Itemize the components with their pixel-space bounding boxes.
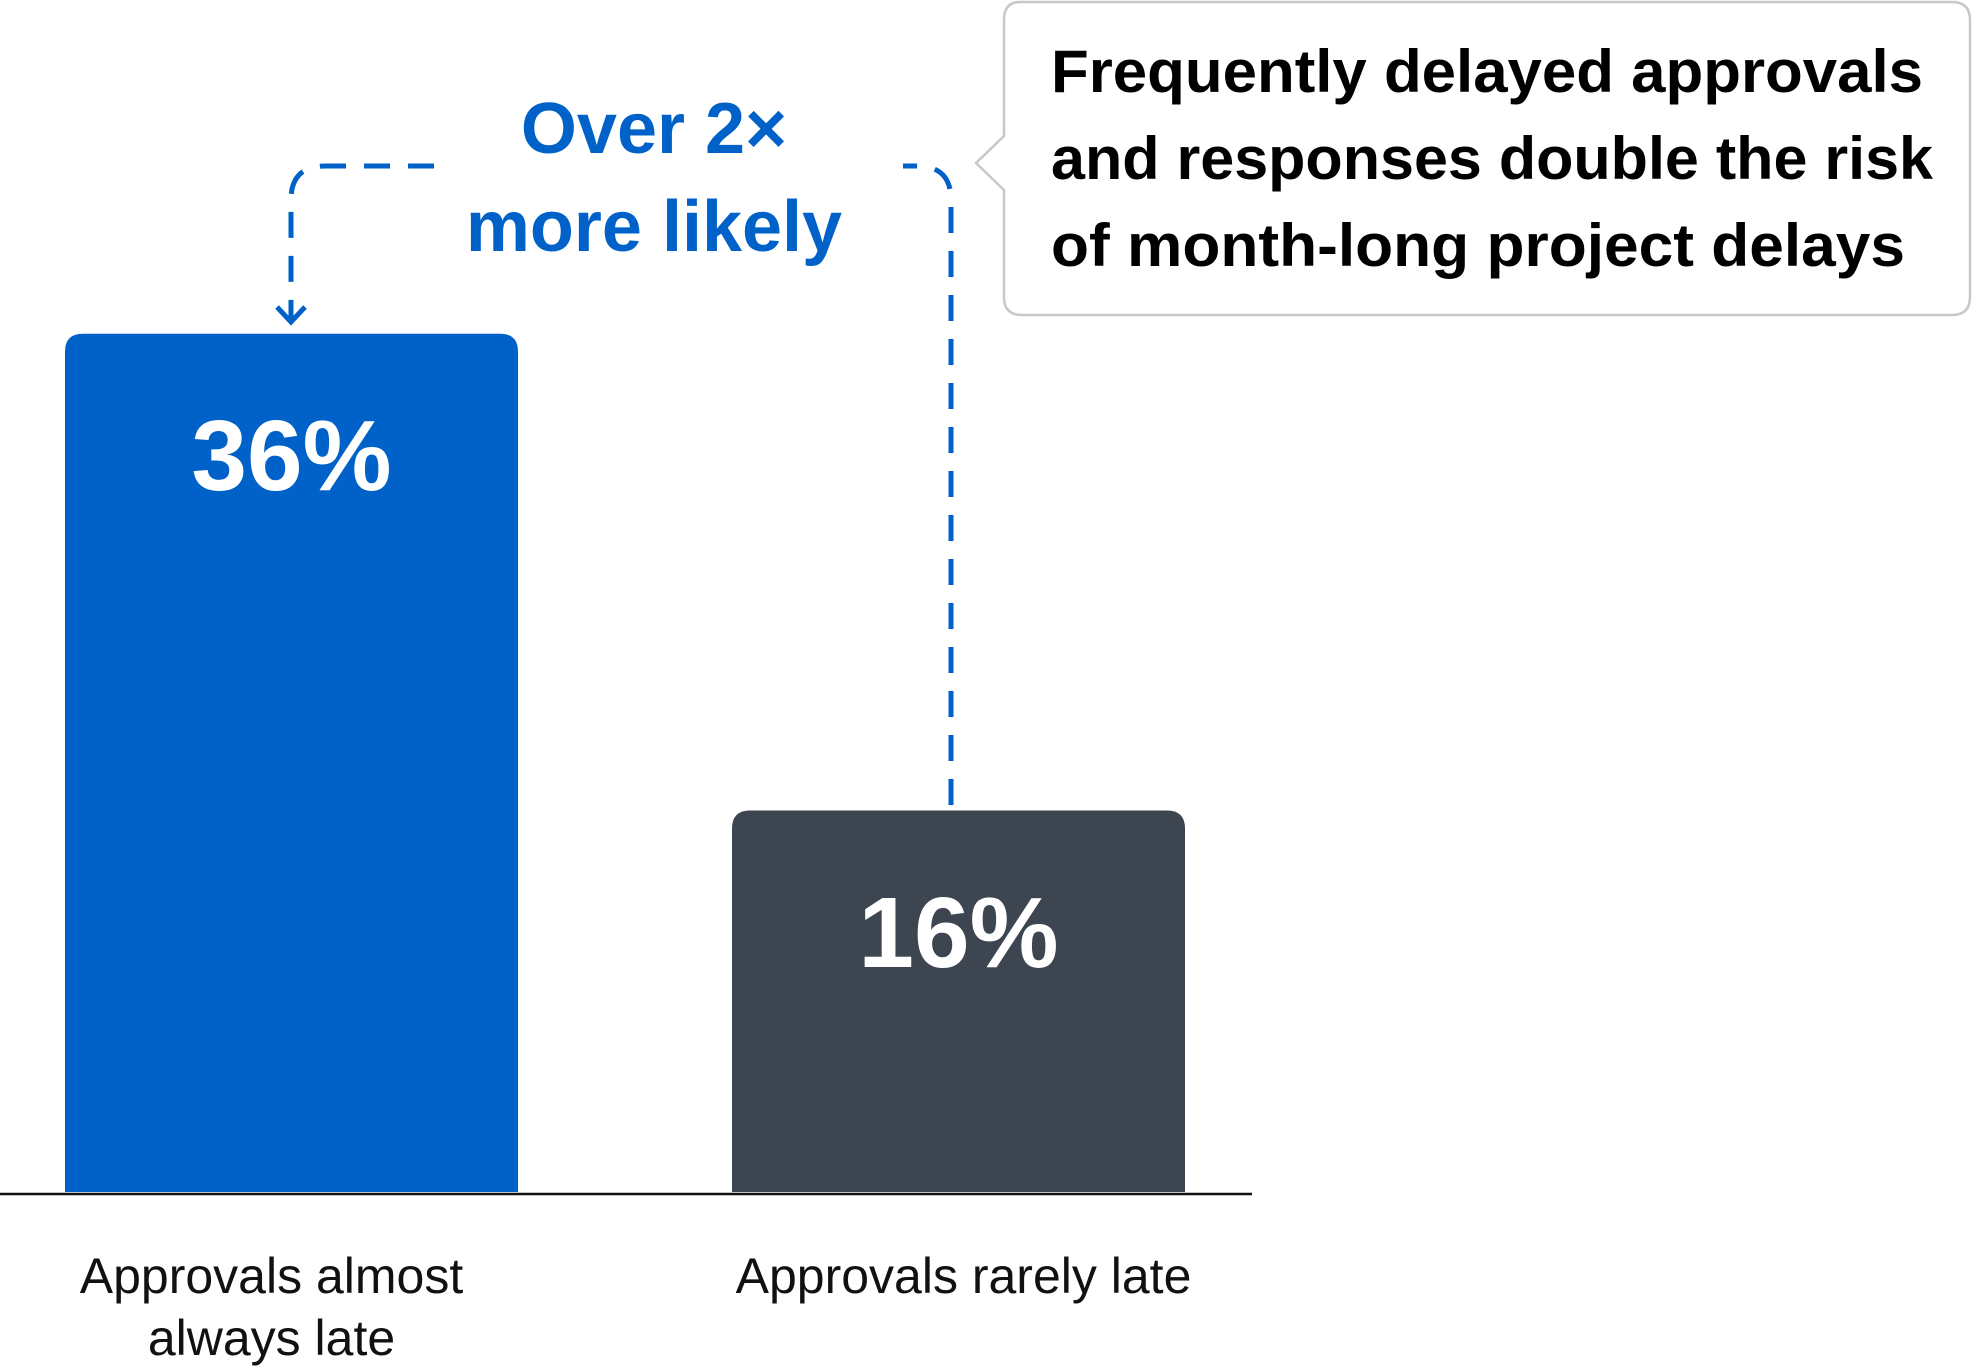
- annotation: more likely: [466, 187, 842, 267]
- bar: [65, 333, 518, 1192]
- callout-text: and responses double the risk: [1051, 125, 1934, 192]
- category-label: Approvals almost always late: [79, 1248, 464, 1366]
- bar: [732, 810, 1185, 1192]
- connector-right: [903, 163, 954, 805]
- value-label: 36%: [191, 400, 391, 512]
- callout-box: [974, 0, 1972, 317]
- annotation: Over 2×: [521, 89, 787, 169]
- callout-text: Frequently delayed approvals: [1051, 38, 1923, 105]
- value-label: 16%: [858, 877, 1058, 989]
- connector-left: [288, 163, 434, 318]
- arrow-head: [275, 305, 307, 326]
- callout-text: of month-long project delays: [1051, 212, 1905, 279]
- category-label: Approvals rarely late: [735, 1248, 1192, 1304]
